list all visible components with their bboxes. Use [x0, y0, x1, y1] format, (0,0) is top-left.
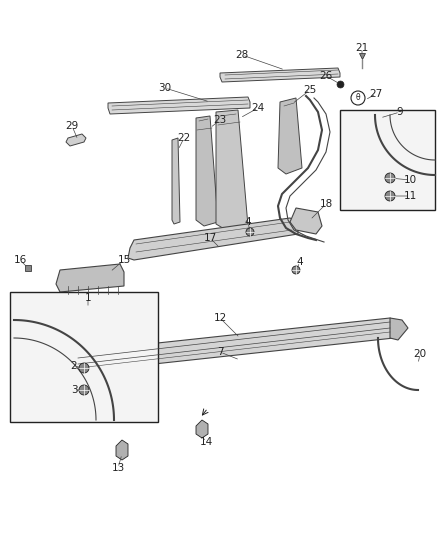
Text: 2: 2 [71, 361, 78, 371]
Text: 29: 29 [65, 121, 79, 131]
Text: 28: 28 [235, 50, 249, 60]
Bar [10, 292, 158, 422]
Text: 20: 20 [413, 349, 427, 359]
Text: 14: 14 [199, 437, 212, 447]
Text: 18: 18 [319, 199, 332, 209]
Text: 7: 7 [217, 347, 223, 357]
Text: 21: 21 [355, 43, 369, 53]
Polygon shape [60, 318, 398, 374]
Polygon shape [108, 97, 250, 114]
Circle shape [246, 228, 254, 236]
Text: 22: 22 [177, 133, 191, 143]
Text: 12: 12 [213, 313, 226, 323]
Polygon shape [128, 218, 298, 260]
Text: 17: 17 [203, 233, 217, 243]
Text: 9: 9 [397, 107, 403, 117]
Text: 16: 16 [14, 255, 27, 265]
Polygon shape [290, 208, 322, 234]
Text: 15: 15 [117, 255, 131, 265]
Text: 4: 4 [245, 217, 251, 227]
Polygon shape [220, 68, 340, 82]
Text: 27: 27 [369, 89, 383, 99]
Polygon shape [116, 440, 128, 460]
Polygon shape [390, 318, 408, 340]
Circle shape [79, 363, 89, 373]
Polygon shape [66, 134, 86, 146]
Circle shape [292, 266, 300, 274]
Text: 13: 13 [111, 463, 125, 473]
Text: 23: 23 [213, 115, 226, 125]
Text: 26: 26 [319, 71, 332, 81]
Text: 10: 10 [403, 175, 417, 185]
Text: 25: 25 [304, 85, 317, 95]
Text: 11: 11 [403, 191, 417, 201]
Polygon shape [56, 264, 124, 292]
Circle shape [385, 173, 395, 183]
Polygon shape [278, 98, 302, 174]
Polygon shape [196, 420, 208, 438]
Circle shape [385, 191, 395, 201]
Bar [340, 110, 435, 210]
Text: 24: 24 [251, 103, 265, 113]
Polygon shape [172, 138, 180, 224]
Text: θ: θ [356, 93, 360, 102]
Text: 1: 1 [85, 293, 91, 303]
Text: 30: 30 [159, 83, 172, 93]
Polygon shape [216, 110, 248, 230]
Circle shape [79, 385, 89, 395]
Polygon shape [196, 116, 218, 226]
Text: 4: 4 [297, 257, 303, 267]
Text: 3: 3 [71, 385, 78, 395]
